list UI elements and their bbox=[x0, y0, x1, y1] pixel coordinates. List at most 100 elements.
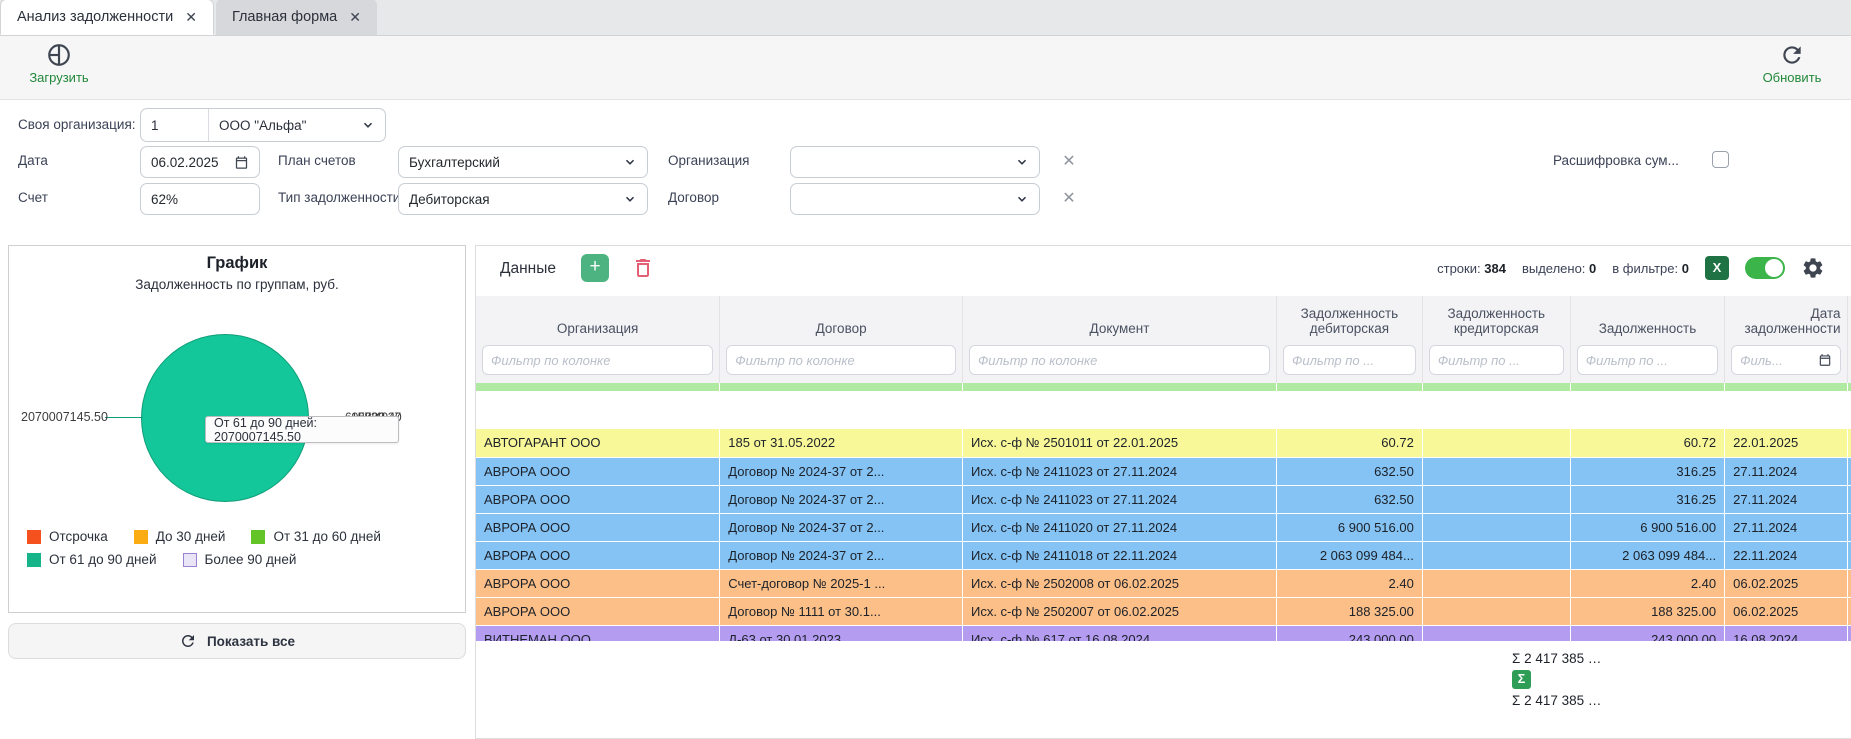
debt-type-select[interactable]: Дебиторская bbox=[398, 183, 648, 215]
own-org-control: 1 ООО "Альфа" bbox=[140, 108, 386, 142]
legend-item[interactable]: Более 90 дней bbox=[182, 552, 297, 567]
chevron-down-icon bbox=[623, 155, 637, 169]
filter-input-contract[interactable] bbox=[735, 352, 947, 368]
table-row[interactable]: АВРОРА ООО Договор № 2024-37 от 2... Исх. … bbox=[476, 513, 1851, 542]
legend-item[interactable]: До 30 дней bbox=[133, 529, 226, 544]
account-label: Счет bbox=[18, 190, 48, 205]
column-header-credit[interactable]: Задолженность кредиторская bbox=[1422, 296, 1571, 340]
chevron-down-icon bbox=[1015, 192, 1029, 206]
filter-input-debit[interactable] bbox=[1292, 352, 1407, 368]
column-header-due-date[interactable]: Не позднее bbox=[1847, 296, 1851, 340]
legend-item[interactable]: Отсрочка bbox=[27, 529, 108, 544]
column-header-organization[interactable]: Организация bbox=[476, 296, 721, 340]
rows-count: строки: 384 bbox=[1437, 260, 1506, 276]
table-row[interactable]: АВРОРА ООО Договор № 1111 от 30.1... Исх. … bbox=[476, 597, 1851, 626]
data-grid-rows: АВТОГАРАНТ ООО 185 от 31.05.2022 Исх. с-ф … bbox=[476, 429, 1851, 641]
legend-item[interactable]: От 61 до 90 дней bbox=[27, 552, 157, 567]
legend-label: От 61 до 90 дней bbox=[49, 552, 157, 567]
filtered-count: в фильтре: 0 bbox=[1612, 260, 1689, 276]
add-row-button[interactable]: + bbox=[581, 254, 609, 282]
delete-row-button[interactable] bbox=[631, 256, 655, 280]
sum-value-top: Σ 2 417 385 … bbox=[1512, 651, 1602, 666]
pie-callout-line-left bbox=[105, 417, 143, 418]
selected-count: выделено: 0 bbox=[1521, 260, 1597, 276]
pie-slice-label-large: 2070007145.50 bbox=[21, 410, 108, 424]
close-icon[interactable]: ✕ bbox=[185, 8, 197, 25]
legend-label: До 30 дней bbox=[155, 529, 226, 544]
tab-debt-analysis[interactable]: Анализ задолженности ✕ bbox=[0, 0, 214, 35]
account-input[interactable]: 62% bbox=[140, 183, 260, 215]
refresh-button[interactable]: Обновить bbox=[1737, 42, 1847, 85]
contract-clear-button[interactable]: ✕ bbox=[1062, 190, 1076, 207]
legend-swatch bbox=[27, 552, 41, 567]
show-all-label: Показать все bbox=[206, 633, 296, 649]
tab-label: Главная форма bbox=[231, 9, 338, 25]
breakdown-checkbox[interactable] bbox=[1712, 151, 1729, 168]
table-row[interactable]: АВТОГАРАНТ ООО 185 от 31.05.2022 Исх. с-ф … bbox=[476, 429, 1851, 458]
legend-swatch bbox=[251, 529, 266, 544]
toggle-knob bbox=[1765, 259, 1783, 277]
column-header-debt[interactable]: Задолженность bbox=[1570, 296, 1726, 340]
chart-subtitle: Задолженность по группам, руб. bbox=[135, 277, 339, 292]
load-label: Загрузить bbox=[29, 70, 89, 85]
clipped-row-strip bbox=[476, 383, 1851, 391]
load-button[interactable]: Загрузить bbox=[4, 42, 114, 85]
toolbar: Загрузить Обновить bbox=[0, 36, 1851, 100]
close-icon[interactable]: ✕ bbox=[349, 8, 361, 25]
filter-input-debt-date[interactable] bbox=[1740, 352, 1814, 368]
organization-select[interactable] bbox=[790, 146, 1040, 178]
gear-icon[interactable] bbox=[1801, 256, 1825, 280]
excel-export-button[interactable]: X bbox=[1705, 256, 1729, 280]
tab-bar: Анализ задолженности ✕ Главная форма ✕ bbox=[0, 0, 1851, 36]
column-header-debt-date[interactable]: Дата задолженности bbox=[1724, 296, 1848, 340]
date-label: Дата bbox=[18, 153, 48, 168]
calendar-icon[interactable] bbox=[234, 155, 249, 170]
refresh-label: Обновить bbox=[1762, 70, 1822, 85]
date-input[interactable]: 06.02.2025 bbox=[140, 146, 260, 178]
refresh-icon bbox=[179, 632, 197, 650]
chevron-down-icon bbox=[623, 192, 637, 206]
chart-panel: График Задолженность по группам, руб. 20… bbox=[8, 245, 466, 613]
filter-input-organization[interactable] bbox=[491, 352, 705, 368]
filter-input-credit[interactable] bbox=[1437, 352, 1555, 368]
tab-main-form[interactable]: Главная форма ✕ bbox=[215, 0, 377, 35]
contract-select[interactable] bbox=[790, 183, 1040, 215]
show-all-button[interactable]: Показать все bbox=[8, 623, 466, 659]
column-header-document[interactable]: Документ bbox=[962, 296, 1278, 340]
grid-stats: строки: 384 выделено: 0 в фильтре: 0 X bbox=[1437, 256, 1825, 280]
grid-footer-sums: Σ 2 417 385 … Σ Σ 2 417 385 … bbox=[1512, 651, 1662, 712]
pie-tooltip: От 61 до 90 дней: 2070007145.50 bbox=[205, 416, 399, 444]
table-row[interactable]: АВРОРА ООО Договор № 2024-37 от 2... Исх. … bbox=[476, 541, 1851, 570]
column-header-debit[interactable]: Задолженность дебиторская bbox=[1276, 296, 1423, 340]
filter-input-debt[interactable] bbox=[1585, 352, 1710, 368]
calendar-icon[interactable] bbox=[1818, 353, 1832, 367]
legend-swatch bbox=[27, 529, 41, 544]
own-org-code-input[interactable]: 1 bbox=[141, 109, 209, 141]
filter-input-document[interactable] bbox=[977, 352, 1261, 368]
legend-item[interactable]: От 31 до 60 дней bbox=[251, 529, 381, 544]
chart-of-accounts-select[interactable]: Бухгалтерский bbox=[398, 146, 648, 178]
grid-rows-viewport[interactable]: АВТОГАРАНТ ООО 185 от 31.05.2022 Исх. с-ф … bbox=[476, 429, 1851, 641]
chart-legend: Отсрочка До 30 дней От 31 до 60 дней От … bbox=[27, 529, 381, 567]
organization-clear-button[interactable]: ✕ bbox=[1062, 153, 1076, 170]
table-row[interactable]: АВРОРА ООО Счет-договор № 2025-1 ... Исх. … bbox=[476, 569, 1851, 598]
legend-label: Отсрочка bbox=[49, 529, 108, 544]
column-header-contract[interactable]: Договор bbox=[719, 296, 963, 340]
table-row[interactable]: АВРОРА ООО Договор № 2024-37 от 2... Исх. … bbox=[476, 485, 1851, 514]
own-org-name: ООО "Альфа" bbox=[219, 117, 307, 133]
sigma-icon[interactable]: Σ bbox=[1512, 670, 1531, 689]
grid-toggle[interactable] bbox=[1745, 257, 1785, 279]
chevron-down-icon bbox=[361, 118, 375, 132]
debt-type-value: Дебиторская bbox=[409, 191, 490, 207]
table-row[interactable]: АВРОРА ООО Договор № 2024-37 от 2... Исх. … bbox=[476, 457, 1851, 486]
debt-type-label: Тип задолженности bbox=[278, 190, 401, 205]
legend-label: Более 90 дней bbox=[204, 552, 297, 567]
account-value: 62% bbox=[151, 191, 179, 207]
own-org-select[interactable]: ООО "Альфа" bbox=[209, 118, 385, 133]
legend-swatch bbox=[133, 529, 148, 544]
chart-of-accounts-value: Бухгалтерский bbox=[409, 154, 500, 170]
pie-chart-icon bbox=[46, 42, 72, 68]
refresh-icon bbox=[1779, 42, 1805, 68]
breakdown-label: Расшифровка сум... bbox=[1553, 153, 1679, 168]
table-row[interactable]: ВИТНЕМАН ООО Д-63 от 30.01.2023 Исх. с-ф №… bbox=[476, 625, 1851, 641]
